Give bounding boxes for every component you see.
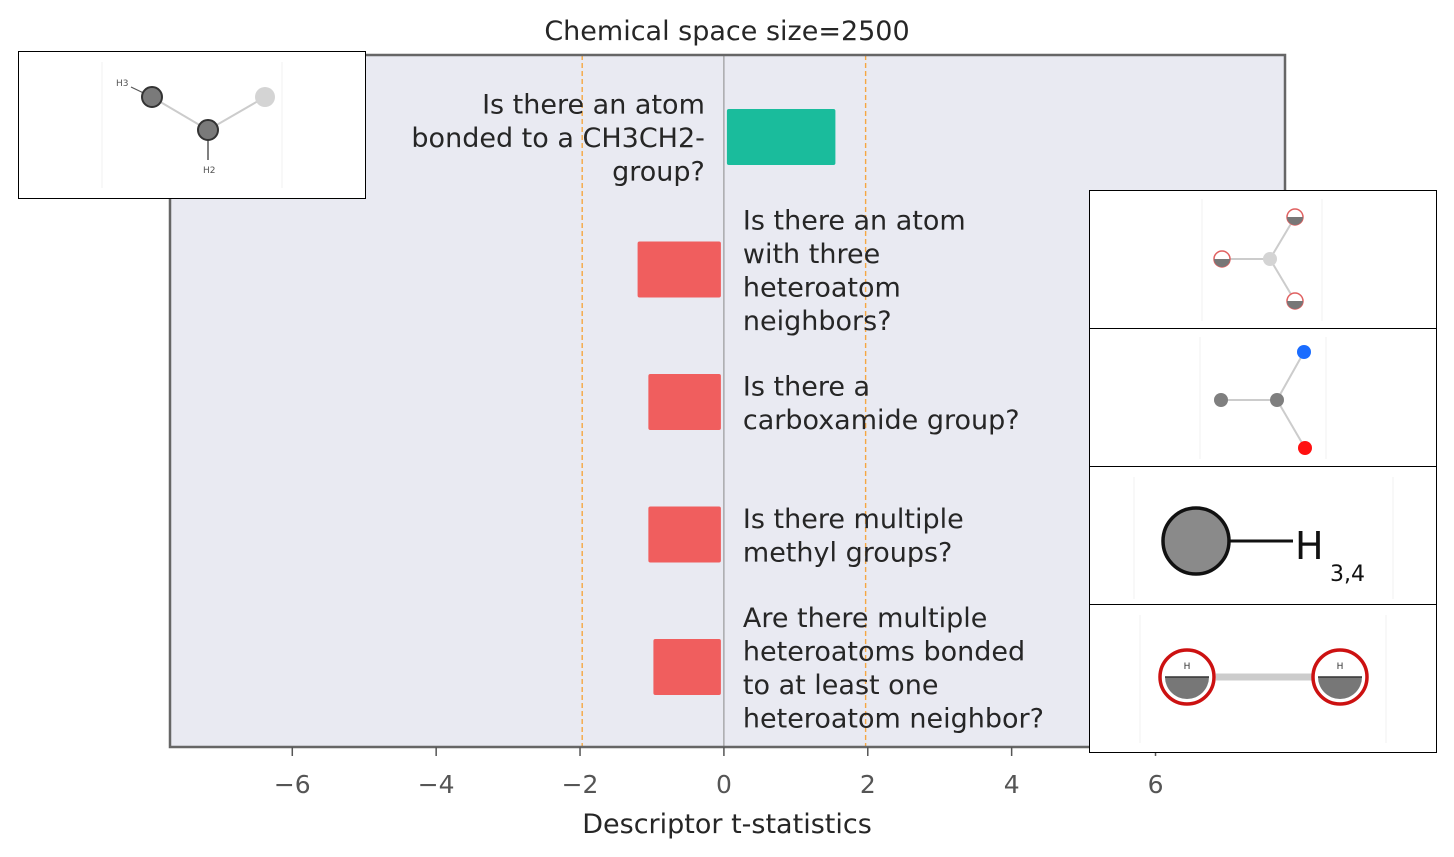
bar xyxy=(648,506,721,563)
bar-label-line: heteroatom xyxy=(743,272,901,303)
bar-label: Are there multiple heteroatoms bonded to a… xyxy=(743,603,1044,735)
x-tick-label: 0 xyxy=(716,770,732,799)
x-tick-label: −2 xyxy=(562,770,599,799)
atom-label-h3: H3 xyxy=(116,79,129,89)
bar xyxy=(637,241,721,298)
bar-label: Is there an atom with three heteroatom neig… xyxy=(743,205,966,337)
bar xyxy=(653,639,721,695)
bar-label-line: Is there a xyxy=(743,371,870,402)
atom-label-h-right: H xyxy=(1337,662,1344,672)
atom-label-subscript: 3,4 xyxy=(1330,562,1365,587)
ethyl-molecule-icon: H3 H2 xyxy=(101,62,283,188)
bar-label: Is there an atom bonded to a CH3CH2-group… xyxy=(411,90,704,188)
bar-label-line: carboxamide group? xyxy=(743,405,1020,436)
bar xyxy=(648,374,721,430)
molecule-image-carboxamide xyxy=(1089,328,1437,468)
heteroatom-pair-molecule-icon: H H xyxy=(1139,615,1387,743)
bar-label-line: group? xyxy=(612,157,705,188)
bar-label-line: heteroatoms bonded xyxy=(743,636,1025,667)
bar-label-line: neighbors? xyxy=(743,306,892,337)
bar-label: Is there a carboxamide group? xyxy=(743,371,1020,436)
bar-label-line: heteroatom neighbor? xyxy=(743,703,1044,734)
molecule-image-ethyl: H3 H2 xyxy=(18,51,366,199)
atom-label-h: H xyxy=(1295,524,1324,568)
molecule-image-methyl: H 3,4 xyxy=(1089,466,1437,606)
x-tick-label: −6 xyxy=(274,770,311,799)
molecule-image-heteroatom-pair: H H xyxy=(1089,604,1437,753)
x-axis-label: Descriptor t-statistics xyxy=(582,809,872,840)
three-heteroatom-molecule-icon xyxy=(1201,199,1323,321)
molecule-image-three-heteroatom xyxy=(1089,190,1437,330)
x-tick-label: 4 xyxy=(1004,770,1020,799)
x-tick-label: −4 xyxy=(418,770,455,799)
x-tick-label: 6 xyxy=(1148,770,1164,799)
carboxamide-molecule-icon xyxy=(1199,337,1327,459)
bar-label-line: Is there an atom xyxy=(743,205,966,236)
bar xyxy=(726,109,836,165)
bar-label-line: methyl groups? xyxy=(743,537,953,568)
bar-label: Is there multiple methyl groups? xyxy=(743,504,964,569)
bar-label-line: with three xyxy=(743,239,880,270)
bar-label-line: Is there an atom xyxy=(482,90,705,121)
atom-label-h2: H2 xyxy=(203,166,216,176)
bar-label-line: Are there multiple xyxy=(743,603,987,634)
chart-title: Chemical space size=2500 xyxy=(544,16,909,47)
bar-label-line: Is there multiple xyxy=(743,504,964,535)
bar-label-line: to at least one xyxy=(743,670,939,701)
atom-label-h-left: H xyxy=(1184,662,1191,672)
bar-label-line: bonded to a CH3CH2- xyxy=(411,123,704,154)
x-tick-label: 2 xyxy=(860,770,876,799)
methyl-molecule-icon: H 3,4 xyxy=(1133,477,1394,599)
